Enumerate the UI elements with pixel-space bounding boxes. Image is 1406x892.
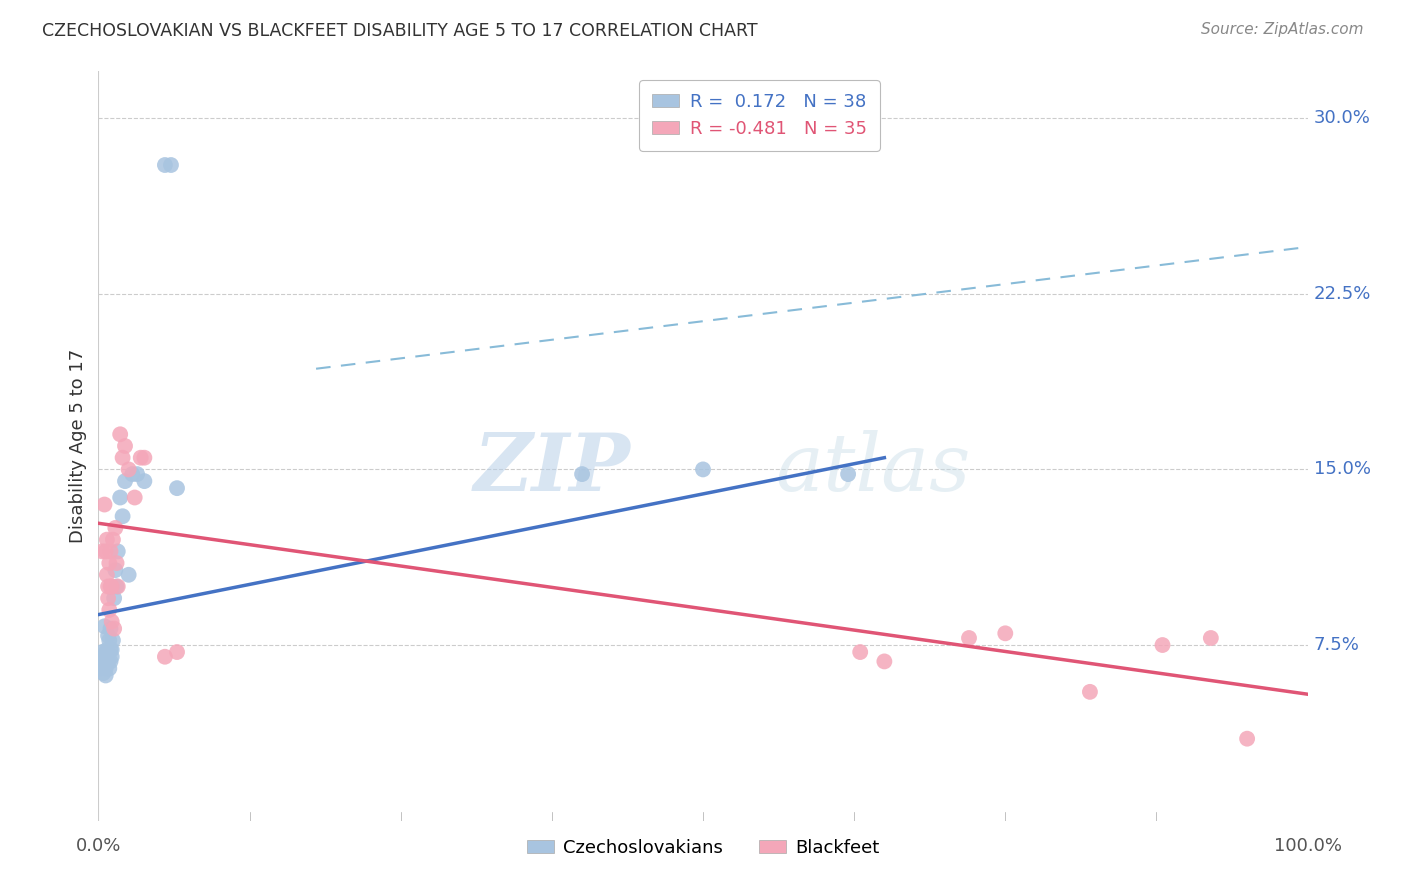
Point <box>101 633 124 648</box>
Point <box>98 603 121 617</box>
Point <box>692 462 714 476</box>
Point <box>166 645 188 659</box>
Point <box>105 580 128 594</box>
Point <box>103 622 125 636</box>
Point <box>98 556 121 570</box>
Point <box>96 645 118 659</box>
Text: atlas: atlas <box>776 430 972 508</box>
Text: Source: ZipAtlas.com: Source: ZipAtlas.com <box>1201 22 1364 37</box>
Point <box>91 645 114 659</box>
Point <box>1199 631 1222 645</box>
Point <box>93 655 115 669</box>
Text: CZECHOSLOVAKIAN VS BLACKFEET DISABILITY AGE 5 TO 17 CORRELATION CHART: CZECHOSLOVAKIAN VS BLACKFEET DISABILITY … <box>42 22 758 40</box>
Y-axis label: Disability Age 5 to 17: Disability Age 5 to 17 <box>69 349 87 543</box>
Text: ZIP: ZIP <box>474 430 630 508</box>
Point <box>153 649 176 664</box>
Point <box>103 591 125 606</box>
Point <box>94 661 117 675</box>
Point <box>98 633 121 648</box>
Point <box>97 580 120 594</box>
Point <box>134 450 156 465</box>
Point <box>91 666 114 681</box>
Point <box>97 591 120 606</box>
Point <box>94 544 117 558</box>
Point <box>118 567 141 582</box>
Point <box>96 642 118 657</box>
Point <box>93 498 115 512</box>
Point <box>849 645 872 659</box>
Point <box>111 450 134 465</box>
Point <box>134 474 156 488</box>
Point <box>571 467 593 482</box>
Legend: Czechoslovakians, Blackfeet: Czechoslovakians, Blackfeet <box>520 831 886 864</box>
Point <box>108 427 131 442</box>
Point <box>97 655 120 669</box>
Point <box>100 615 122 629</box>
Point <box>105 556 128 570</box>
Point <box>104 521 127 535</box>
Point <box>91 655 114 669</box>
Point <box>957 631 980 645</box>
Point <box>96 533 118 547</box>
Point <box>166 481 188 495</box>
Point <box>129 450 152 465</box>
Point <box>96 567 118 582</box>
Point <box>124 491 146 505</box>
Text: 15.0%: 15.0% <box>1313 460 1371 478</box>
Point <box>100 649 122 664</box>
Point <box>1152 638 1174 652</box>
Text: 7.5%: 7.5% <box>1313 636 1360 654</box>
Text: 22.5%: 22.5% <box>1313 285 1371 302</box>
Point <box>100 544 122 558</box>
Point <box>873 655 896 669</box>
Point <box>91 649 114 664</box>
Point <box>118 462 141 476</box>
Point <box>94 668 117 682</box>
Point <box>104 563 127 577</box>
Point <box>100 580 122 594</box>
Text: 30.0%: 30.0% <box>1313 109 1371 128</box>
Point <box>100 622 122 636</box>
Point <box>100 642 122 657</box>
Point <box>100 580 122 594</box>
Point <box>97 629 120 643</box>
Point <box>100 655 122 669</box>
Point <box>837 467 859 482</box>
Point <box>160 158 183 172</box>
Point <box>1236 731 1258 746</box>
Point <box>93 619 115 633</box>
Point <box>994 626 1017 640</box>
Point <box>90 661 112 675</box>
Point <box>114 474 136 488</box>
Point <box>100 642 122 657</box>
Point <box>98 661 121 675</box>
Point <box>108 491 131 505</box>
Point <box>1078 685 1101 699</box>
Point <box>101 533 124 547</box>
Point <box>107 580 129 594</box>
Point <box>121 467 143 482</box>
Point <box>127 467 149 482</box>
Point <box>91 544 114 558</box>
Point <box>111 509 134 524</box>
Point <box>114 439 136 453</box>
Point <box>107 544 129 558</box>
Point <box>153 158 176 172</box>
